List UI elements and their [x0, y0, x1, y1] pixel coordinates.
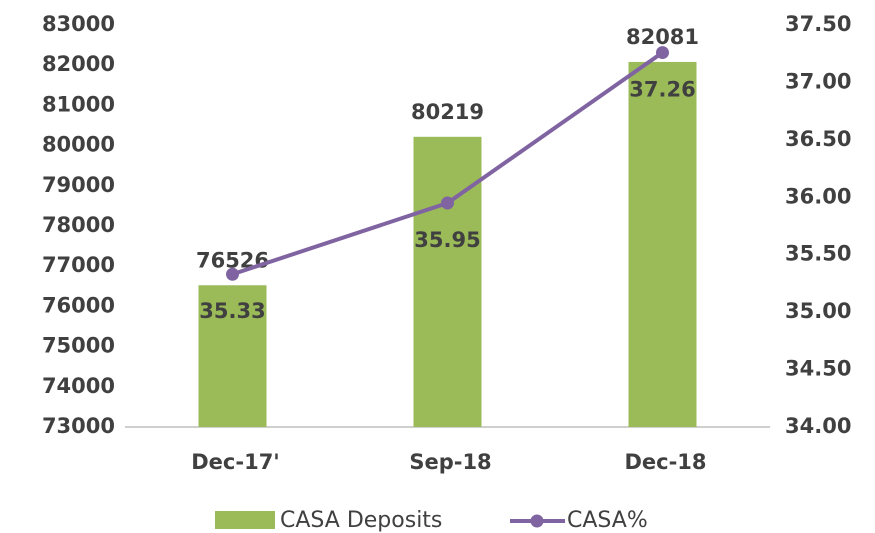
y-tick-label: 82000 [42, 52, 115, 76]
y2-tick-label: 36.50 [785, 127, 851, 151]
line-marker [656, 46, 669, 60]
y2-tick-label: 36.00 [785, 184, 851, 208]
y2-tick-label: 35.00 [785, 299, 851, 323]
y-tick-label: 74000 [42, 374, 115, 398]
y-tick-label: 81000 [42, 92, 115, 116]
y-tick-label: 73000 [42, 414, 115, 438]
line-marker [441, 196, 454, 210]
y-tick-label: 76000 [42, 293, 115, 317]
x-tick-label: Sep-18 [409, 450, 491, 474]
y2-tick-label: 37.50 [785, 12, 851, 36]
x-tick-label: Dec-18 [624, 450, 706, 474]
bar-value-label: 80219 [411, 100, 484, 124]
line-value-label: 35.95 [414, 228, 480, 252]
legend-label: CASA% [567, 508, 648, 533]
legend-swatch [215, 511, 275, 529]
line-value-label: 35.33 [199, 299, 265, 323]
line-value-label: 37.26 [629, 78, 695, 102]
bar [628, 61, 697, 428]
y2-tick-label: 34.00 [785, 414, 851, 438]
y2-tick-label: 37.00 [785, 69, 851, 93]
bar-value-label: 82081 [626, 25, 699, 49]
y-tick-label: 75000 [42, 334, 115, 358]
y-tick-label: 80000 [42, 133, 115, 157]
y-tick-label: 77000 [42, 253, 115, 277]
y-tick-label: 79000 [42, 173, 115, 197]
legend-swatch [530, 514, 544, 528]
y2-tick-label: 34.50 [785, 357, 851, 381]
bar [198, 285, 267, 427]
line-marker [226, 267, 239, 281]
y-tick-label: 83000 [42, 12, 115, 36]
y2-tick-label: 35.50 [785, 242, 851, 266]
legend-label: CASA Deposits [280, 508, 442, 533]
y-tick-label: 78000 [42, 213, 115, 237]
x-tick-label: Dec-17' [191, 450, 280, 474]
bar [413, 136, 482, 427]
